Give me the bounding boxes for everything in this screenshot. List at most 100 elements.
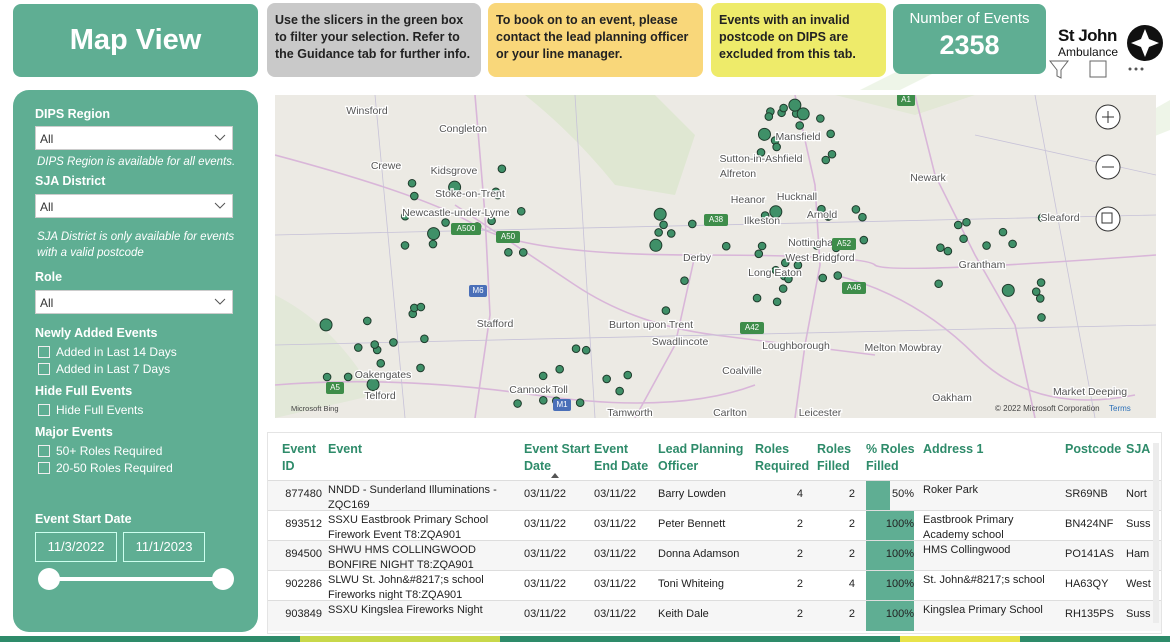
checkbox-option[interactable]: 20-50 Roles Required	[38, 461, 173, 475]
event-dot[interactable]	[319, 318, 333, 332]
event-dot[interactable]	[833, 271, 843, 280]
checkbox-option[interactable]: Hide Full Events	[38, 403, 143, 417]
event-dot[interactable]	[812, 241, 821, 250]
event-dot[interactable]	[772, 297, 782, 307]
event-dot[interactable]	[825, 211, 834, 221]
event-dot[interactable]	[756, 148, 766, 157]
event-dot[interactable]	[769, 205, 783, 219]
event-dot[interactable]	[389, 338, 398, 347]
event-dot[interactable]	[400, 241, 410, 250]
event-dot[interactable]	[513, 399, 522, 408]
event-dot[interactable]	[793, 260, 803, 270]
event-dot[interactable]	[654, 228, 663, 237]
event-dot[interactable]	[754, 249, 764, 259]
event-dot[interactable]	[760, 211, 770, 220]
event-dot[interactable]	[407, 178, 417, 188]
map[interactable]: Winsford Congleton Kidsgrove Crewe Stoke-on-…	[275, 95, 1156, 418]
event-dot[interactable]	[816, 114, 825, 123]
event-dot[interactable]	[934, 279, 943, 289]
event-dot[interactable]	[851, 205, 861, 214]
event-dot[interactable]	[757, 127, 771, 141]
dropdown[interactable]: All	[35, 194, 233, 218]
event-dot[interactable]	[859, 235, 869, 245]
event-dot[interactable]	[504, 248, 513, 257]
event-dot[interactable]	[661, 306, 671, 315]
visual-header-icons[interactable]	[1046, 58, 1170, 82]
event-dot[interactable]	[602, 374, 611, 384]
event-dot[interactable]	[666, 229, 676, 238]
event-dot[interactable]	[680, 276, 689, 285]
event-dot[interactable]	[818, 273, 828, 283]
event-dot[interactable]	[400, 211, 410, 221]
dropdown[interactable]: All	[35, 126, 233, 150]
event-dot[interactable]	[943, 246, 953, 256]
event-dot[interactable]	[518, 248, 528, 257]
event-dot[interactable]	[538, 396, 548, 405]
event-dot[interactable]	[771, 265, 781, 275]
event-dot[interactable]	[322, 372, 332, 382]
event-dot[interactable]	[959, 234, 968, 244]
event-dot[interactable]	[420, 334, 429, 344]
event-dot[interactable]	[962, 217, 971, 227]
event-dot[interactable]	[827, 149, 837, 159]
event-dot[interactable]	[416, 363, 425, 373]
event-dot[interactable]	[1031, 287, 1041, 296]
event-dot[interactable]	[448, 180, 462, 194]
event-dot[interactable]	[778, 284, 788, 293]
event-dot[interactable]	[516, 206, 526, 216]
checkbox-option[interactable]: 50+ Roles Required	[38, 444, 162, 458]
event-dot[interactable]	[581, 345, 591, 355]
event-dot[interactable]	[575, 398, 585, 408]
event-dot[interactable]	[615, 386, 624, 396]
event-dot[interactable]	[757, 241, 767, 251]
event-dot[interactable]	[796, 107, 810, 121]
event-dot[interactable]	[428, 239, 438, 249]
event-dot[interactable]	[721, 241, 731, 251]
date-slider[interactable]	[33, 566, 243, 592]
event-dot[interactable]	[817, 204, 826, 214]
event-dot[interactable]	[555, 364, 564, 374]
event-dot[interactable]	[764, 112, 774, 121]
event-dot[interactable]	[982, 241, 991, 250]
event-dot[interactable]	[659, 220, 668, 230]
map-terms[interactable]: Terms	[1109, 404, 1131, 413]
event-dot[interactable]	[795, 121, 805, 130]
event-dot[interactable]	[821, 155, 831, 165]
event-dot[interactable]	[784, 274, 793, 284]
checkbox-option[interactable]: Added in Last 14 Days	[38, 345, 177, 359]
event-dot[interactable]	[649, 238, 663, 252]
event-dot[interactable]	[353, 343, 363, 352]
event-dot[interactable]	[343, 372, 353, 382]
event-dot[interactable]	[779, 103, 788, 113]
event-dot[interactable]	[826, 129, 835, 139]
event-dot[interactable]	[538, 371, 548, 381]
date-input[interactable]: 11/1/2023	[123, 532, 205, 562]
event-dot[interactable]	[687, 219, 697, 229]
event-dot[interactable]	[1035, 294, 1045, 303]
event-dot[interactable]	[376, 359, 386, 368]
event-dot[interactable]	[370, 340, 379, 349]
event-dot[interactable]	[487, 216, 496, 226]
event-dot[interactable]	[780, 258, 790, 268]
event-dot[interactable]	[410, 191, 419, 201]
event-dot[interactable]	[953, 220, 963, 230]
event-dot[interactable]	[1001, 283, 1015, 297]
event-dot[interactable]	[493, 190, 503, 200]
event-dot[interactable]	[1037, 213, 1047, 223]
event-dot[interactable]	[653, 207, 667, 221]
event-dot[interactable]	[788, 98, 802, 112]
event-dot[interactable]	[366, 378, 380, 392]
event-dot[interactable]	[571, 344, 581, 354]
event-dot[interactable]	[752, 293, 762, 303]
date-input[interactable]: 11/3/2022	[35, 532, 117, 562]
event-dot[interactable]	[416, 302, 426, 312]
event-dot[interactable]	[1036, 278, 1046, 287]
event-dot[interactable]	[441, 218, 450, 227]
event-dot[interactable]	[936, 243, 945, 252]
checkbox-option[interactable]: Added in Last 7 Days	[38, 362, 170, 376]
event-dot[interactable]	[1008, 239, 1017, 249]
event-dot[interactable]	[497, 164, 507, 174]
event-dot[interactable]	[998, 227, 1008, 237]
event-dot[interactable]	[623, 370, 633, 380]
event-dot[interactable]	[772, 142, 781, 152]
